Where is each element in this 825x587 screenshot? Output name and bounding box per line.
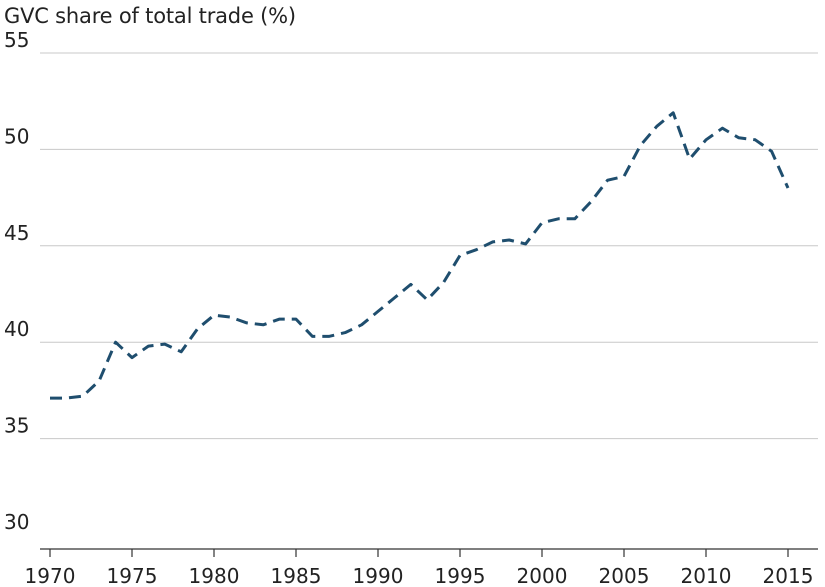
- x-tick-label: 1980: [189, 564, 240, 587]
- series-layer: [50, 111, 790, 400]
- chart-title: GVC share of total trade (%): [4, 4, 296, 28]
- y-tick-label: 50: [4, 124, 29, 148]
- x-axis: 1970 1975 1980 1985 1990 1995 2000 2005 2010 2015: [25, 548, 818, 587]
- series-line-0: [50, 111, 790, 400]
- y-axis: 30 35 40 45 50 55: [4, 28, 29, 534]
- x-tick-label: 1990: [353, 564, 404, 587]
- x-tick-label: 2010: [681, 564, 732, 587]
- gridlines: [40, 52, 818, 440]
- x-tick-label: 2015: [763, 564, 814, 587]
- y-tick-label: 30: [4, 510, 29, 534]
- x-tick-label: 2005: [599, 564, 650, 587]
- x-tick-label: 1970: [25, 564, 76, 587]
- y-tick-label: 45: [4, 221, 29, 245]
- x-tick-label: 1995: [435, 564, 486, 587]
- x-tick-label: 1975: [107, 564, 158, 587]
- y-tick-label: 55: [4, 28, 29, 52]
- x-tick-label: 1985: [271, 564, 322, 587]
- y-tick-label: 40: [4, 317, 29, 341]
- x-tick-label: 2000: [517, 564, 568, 587]
- y-tick-label: 35: [4, 414, 29, 438]
